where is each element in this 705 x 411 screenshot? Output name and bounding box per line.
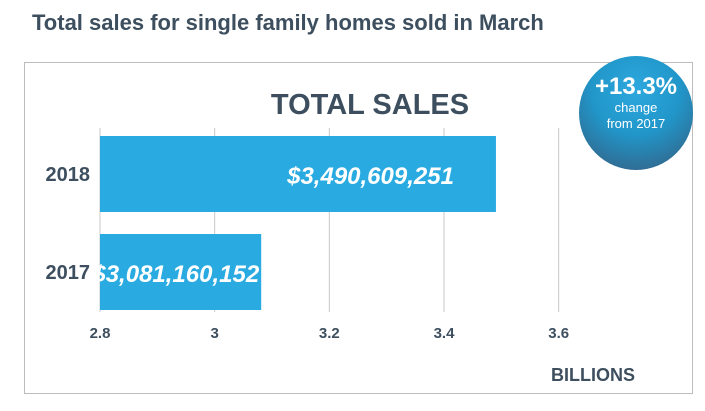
x-tick-label: 3.2 [319, 325, 340, 342]
x-axis-label: BILLIONS [551, 365, 635, 385]
change-period: from 2017 [606, 116, 666, 131]
category-label: 2018 [46, 164, 91, 186]
x-tick-label: 3.6 [548, 325, 569, 342]
x-tick-label: 2.8 [90, 325, 111, 342]
change-value: +13.3% [594, 73, 678, 100]
chart-title: TOTAL SALES [271, 89, 469, 121]
page-title: Total sales for single family homes sold… [32, 10, 544, 35]
value-label: $3,490,609,251 [286, 163, 454, 190]
x-tick-label: 3.4 [434, 325, 456, 342]
x-tick-label: 3 [210, 325, 218, 342]
category-label: 2017 [46, 262, 91, 284]
chart-frame [24, 62, 693, 394]
value-label: $3,081,160,152 [91, 261, 259, 288]
change-label: change [614, 100, 658, 115]
bar-2017 [100, 234, 262, 310]
change-badge: +13.3% change from 2017 [579, 56, 693, 170]
bar-2018 [100, 136, 496, 212]
